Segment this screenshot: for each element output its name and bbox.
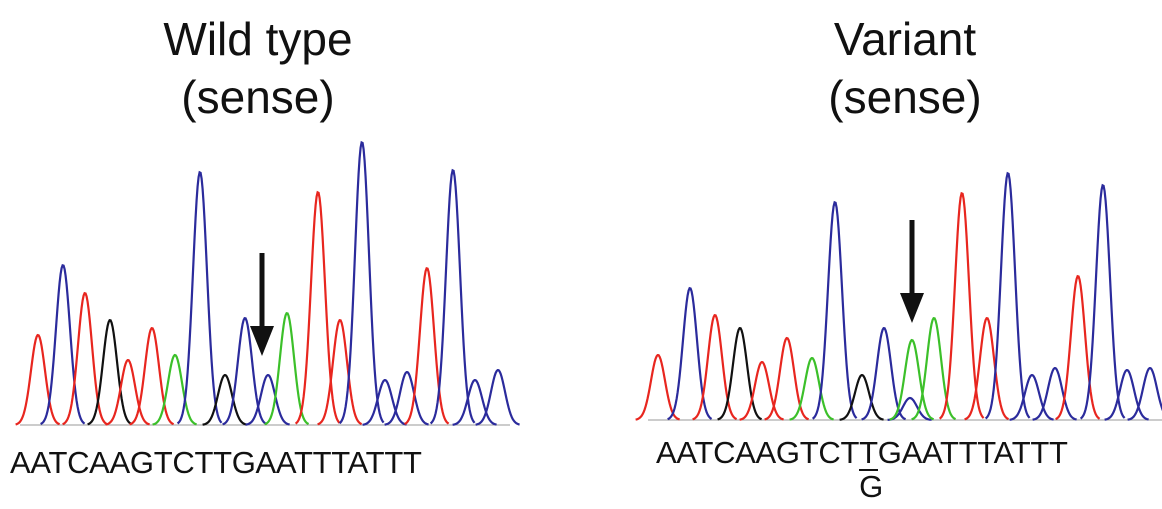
- chromatogram-variant: [636, 173, 1162, 420]
- chromatogram-wild-type: [16, 143, 520, 426]
- trace-peak: [130, 328, 174, 424]
- title-line: (sense): [705, 68, 1105, 126]
- sequence-text: AATCAAGTCTTGAATTTATTT: [10, 445, 422, 480]
- trace-peak: [1081, 185, 1125, 418]
- trace-peak: [16, 335, 60, 424]
- trace-peak: [106, 360, 150, 425]
- trace-peak: [340, 143, 384, 424]
- trace-peak: [765, 338, 809, 419]
- arrow: [250, 253, 274, 356]
- trace-peak: [1128, 368, 1162, 420]
- trace-peak: [986, 173, 1030, 418]
- title: Variant (sense): [705, 10, 1105, 126]
- variant-base: G: [859, 471, 878, 503]
- trace-peak: [318, 320, 362, 424]
- title-line: Wild type: [58, 10, 458, 68]
- trace-peak: [453, 380, 497, 425]
- title-line: Variant: [705, 10, 1105, 68]
- trace-peak: [668, 288, 712, 419]
- trace-peak: [203, 375, 247, 425]
- trace-peak: [296, 192, 340, 423]
- title-line: (sense): [58, 68, 458, 126]
- trace-peak: [178, 172, 222, 423]
- sequence-text: T: [859, 435, 878, 470]
- figure: Wild type (sense) Variant (sense) AATCAA…: [0, 0, 1162, 509]
- trace-peak: [363, 380, 407, 425]
- title: Wild type (sense): [58, 10, 458, 126]
- trace-peak: [246, 375, 290, 425]
- sequence-text: AATCAAGTCT: [656, 435, 859, 470]
- sequence-text: GAATTTATTT: [878, 435, 1068, 470]
- sequence: AATCAAGTCTTGAATTTATTT: [10, 445, 422, 481]
- trace-peak: [431, 170, 475, 423]
- arrow: [900, 220, 924, 323]
- trace-peak: [840, 375, 884, 420]
